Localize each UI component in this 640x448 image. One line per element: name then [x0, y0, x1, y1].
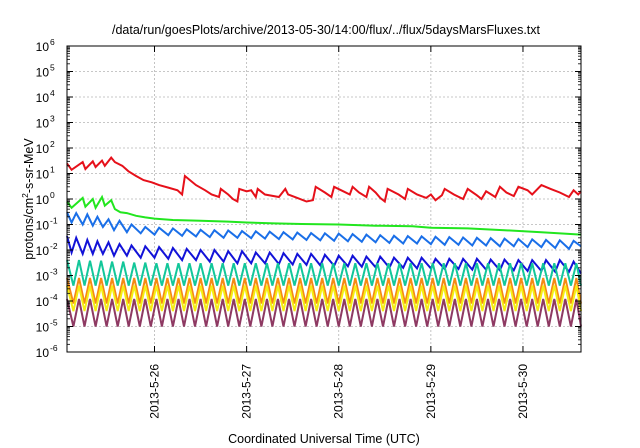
- series-line-3: [66, 210, 582, 251]
- y-tick-label: 10: [36, 321, 50, 335]
- y-tick-label: 10: [36, 244, 50, 258]
- x-tick-label: 2013-5-28: [332, 364, 346, 419]
- y-tick-label: 10: [36, 168, 50, 182]
- y-tick-label: 10: [36, 117, 50, 131]
- series-line-5: [66, 259, 582, 286]
- chart-title: /data/run/goesPlots/archive/2013-05-30/1…: [112, 23, 541, 37]
- x-axis-ticks: 2013-5-26 2013-5-27 2013-5-28 2013-5-29 2013…: [148, 46, 530, 419]
- y-tick-exponent: -2: [50, 241, 58, 251]
- y-tick-exponent: 4: [50, 88, 55, 98]
- series-line-1: [66, 156, 582, 204]
- y-tick-exponent: 0: [50, 190, 55, 200]
- x-tick-label: 2013-5-26: [148, 364, 162, 419]
- y-tick-label: 10: [36, 40, 50, 54]
- y-tick-label: 10: [36, 346, 50, 360]
- y-tick-label: 10: [36, 66, 50, 80]
- series-group: [66, 156, 582, 327]
- y-tick-label: 10: [36, 91, 50, 105]
- series-line-6: [66, 277, 582, 304]
- y-tick-exponent: -4: [50, 292, 58, 302]
- y-tick-exponent: 3: [50, 114, 55, 124]
- y-tick-exponent: 5: [50, 63, 55, 73]
- series-line-2: [66, 194, 582, 236]
- series-line-8: [66, 298, 582, 327]
- y-tick-label: 10: [36, 270, 50, 284]
- y-tick-exponent: -5: [50, 318, 58, 328]
- y-tick-label: 10: [36, 142, 50, 156]
- y-tick-label: 10: [36, 295, 50, 309]
- y-axis-label: protons/cm2-s-sr-MeV: [20, 138, 36, 260]
- y-tick-exponent: 1: [50, 165, 55, 175]
- series-line-7: [66, 285, 582, 312]
- y-tick-label: 10: [36, 193, 50, 207]
- x-tick-label: 2013-5-29: [424, 364, 438, 419]
- y-tick-exponent: -3: [50, 267, 58, 277]
- y-tick-exponent: 6: [50, 37, 55, 47]
- y-axis-ticks: 10 -610 -510 -410 -310 -210 -110 010 110 210 310 41…: [36, 37, 581, 360]
- series-line-4: [66, 234, 582, 275]
- y-tick-label: 10: [36, 219, 50, 233]
- x-tick-label: 2013-5-27: [240, 364, 254, 419]
- y-tick-exponent: -6: [50, 343, 58, 353]
- y-tick-exponent: -1: [50, 216, 58, 226]
- x-tick-label: 2013-5-30: [516, 364, 530, 419]
- x-axis-label: Coordinated Universal Time (UTC): [228, 432, 420, 446]
- y-tick-exponent: 2: [50, 139, 55, 149]
